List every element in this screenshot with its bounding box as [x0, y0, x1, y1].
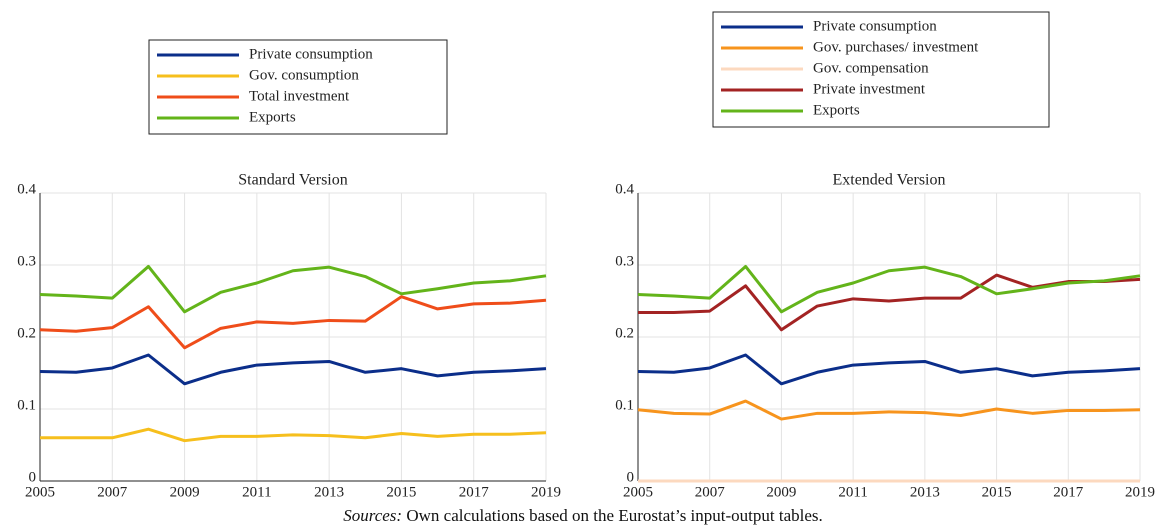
x-tick-label: 2019: [531, 484, 561, 500]
x-tick-label: 2009: [766, 484, 796, 500]
y-tick-label: 0.2: [615, 325, 634, 341]
legend-label: Private consumption: [813, 18, 937, 34]
legend-label: Exports: [249, 109, 296, 125]
charts: 0 0.1 0.2 0.3 0.4 2005 2007 2009 2011 2013 2015 201…: [17, 11, 1155, 500]
y-tick-label: 0.3: [17, 253, 36, 269]
legend-label: Exports: [813, 102, 860, 118]
x-tick-label: 2007: [97, 484, 128, 500]
x-tick-label: 2013: [314, 484, 344, 500]
legend-label: Total investment: [249, 88, 350, 104]
x-tick-label: 2015: [386, 484, 416, 500]
y-tick-label: 0.1: [17, 397, 36, 413]
y-tick-label: 0.4: [615, 181, 634, 197]
series-line: [39, 353, 547, 386]
x-tick-label: 2019: [1125, 484, 1155, 500]
y-tick-label: 0.3: [615, 253, 634, 269]
x-tick-label: 2017: [459, 484, 490, 500]
y-tick-label: 0.2: [17, 325, 36, 341]
y-tick-label: 0.4: [17, 181, 36, 197]
caption: Sources: Own calculations based on the E…: [0, 506, 1166, 526]
legend-label: Gov. purchases/ investment: [813, 39, 979, 55]
caption-label: Sources:: [343, 506, 403, 525]
chart-title: Extended Version: [832, 172, 945, 189]
x-tick-label: 2005: [25, 484, 55, 500]
x-tick-label: 2015: [982, 484, 1012, 500]
x-tick-label: 2017: [1053, 484, 1084, 500]
legend-label: Gov. compensation: [813, 60, 929, 76]
x-tick-label: 2011: [242, 484, 271, 500]
chart-title: Standard Version: [238, 172, 347, 189]
y-tick-label: 0.1: [615, 397, 634, 413]
y-tick-label: 0: [627, 469, 635, 485]
series-line: [39, 264, 547, 314]
legend-label: Gov. consumption: [249, 67, 359, 83]
legend-label: Private consumption: [249, 46, 373, 62]
x-tick-label: 2009: [170, 484, 200, 500]
caption-text: Own calculations based on the Eurostat’s…: [406, 506, 823, 525]
x-tick-label: 2013: [910, 484, 940, 500]
series-line: [39, 295, 547, 350]
x-tick-label: 2007: [695, 484, 726, 500]
series-line: [637, 264, 1141, 314]
x-tick-label: 2011: [838, 484, 867, 500]
x-tick-label: 2005: [623, 484, 653, 500]
y-tick-label: 0: [29, 469, 37, 485]
series-line: [637, 399, 1141, 421]
series-line: [637, 353, 1141, 386]
series-line: [40, 427, 547, 443]
legend-label: Private investment: [813, 81, 926, 97]
